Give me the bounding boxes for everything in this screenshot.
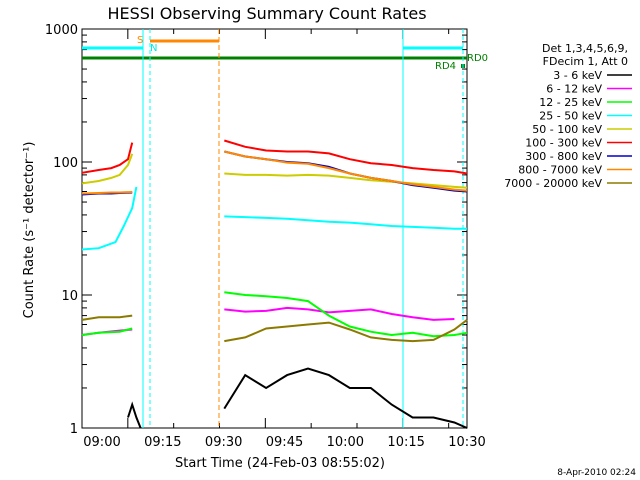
series-line-0 bbox=[223, 367, 468, 429]
flag-s-label: S bbox=[137, 35, 143, 46]
series-line-4 bbox=[81, 153, 134, 185]
x-axis-label: Start Time (24-Feb-03 08:55:02) bbox=[175, 456, 385, 471]
x-tick-label: 09:30 bbox=[205, 435, 242, 450]
x-tick-label: 09:00 bbox=[83, 435, 120, 450]
y-axis-label: Count Rate (s⁻¹ detector⁻¹) bbox=[22, 142, 37, 319]
x-tick-label: 10:30 bbox=[448, 435, 485, 450]
plot-area bbox=[81, 28, 468, 429]
series-line-5 bbox=[224, 139, 468, 175]
series-line-7 bbox=[224, 150, 468, 192]
legend-label: 3 - 6 keV bbox=[553, 69, 602, 82]
legend-label: 50 - 100 keV bbox=[532, 123, 602, 136]
legend-label: 25 - 50 keV bbox=[539, 110, 602, 123]
y-tick-label: 1000 bbox=[45, 23, 78, 38]
plot-frame bbox=[81, 28, 468, 429]
series-line-3 bbox=[224, 215, 467, 230]
chart-title: HESSI Observing Summary Count Rates bbox=[107, 4, 426, 23]
legend-label: 800 - 7000 keV bbox=[518, 164, 602, 177]
y-tick-label: 10 bbox=[61, 289, 78, 304]
series-line-1 bbox=[224, 306, 455, 321]
series-line-0 bbox=[127, 401, 142, 429]
series-line-8 bbox=[224, 319, 468, 343]
legend-label: 6 - 12 keV bbox=[546, 83, 602, 96]
legend-header-line-2: FDecim 1, Att 0 bbox=[543, 55, 628, 68]
y-tick-label: 100 bbox=[53, 156, 78, 171]
x-tick-label: 09:45 bbox=[266, 435, 303, 450]
flag-rd0-label: RD0 bbox=[467, 53, 488, 64]
series-line-5 bbox=[81, 142, 134, 174]
date-stamp: 8-Apr-2010 02:24 bbox=[557, 468, 636, 478]
legend-header-line-1: Det 1,3,4,5,6,9, bbox=[542, 42, 628, 55]
x-tick-label: 10:15 bbox=[387, 435, 424, 450]
y-tick-label: 1 bbox=[70, 422, 78, 437]
legend-label: 7000 - 20000 keV bbox=[504, 177, 602, 190]
legend-label: 100 - 300 keV bbox=[525, 137, 602, 150]
series-line-2 bbox=[224, 291, 468, 338]
legend-label: 12 - 25 keV bbox=[539, 96, 602, 109]
x-tick-label: 09:15 bbox=[144, 435, 181, 450]
series-line-7 bbox=[81, 191, 133, 195]
series-line-2 bbox=[81, 327, 133, 336]
flag-n-label: N bbox=[150, 43, 157, 54]
series-line-8 bbox=[81, 314, 133, 321]
x-tick-label: 10:00 bbox=[327, 435, 364, 450]
series-line-4 bbox=[224, 172, 468, 189]
flag-rd4-label: RD4 bbox=[435, 61, 456, 72]
legend-label: 300 - 800 keV bbox=[525, 150, 602, 163]
series-line-3 bbox=[81, 186, 138, 251]
